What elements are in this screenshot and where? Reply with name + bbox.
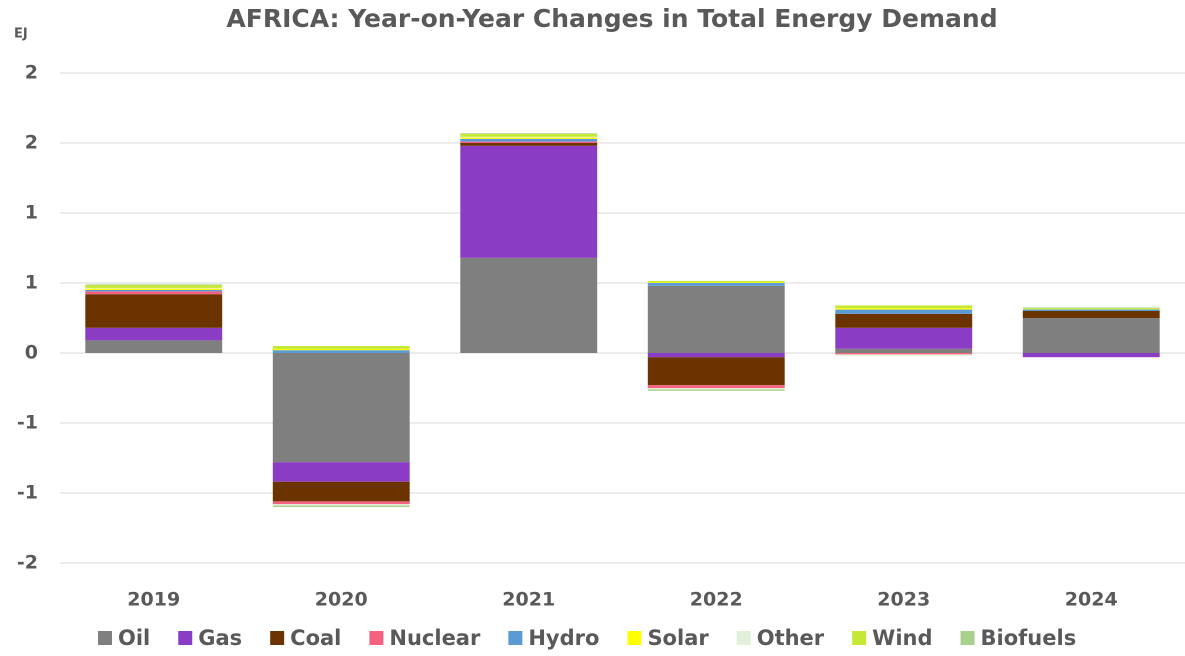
- bar-segment: [460, 145, 598, 258]
- bar-segment: [835, 308, 973, 310]
- bar-segment: [85, 340, 223, 353]
- bar-segment: [1022, 308, 1160, 310]
- bar-segment: [835, 327, 973, 349]
- bar-segment: [272, 350, 410, 353]
- bar-segment: [272, 346, 410, 349]
- y-tick-label: -1: [17, 482, 38, 504]
- bar-segment: [85, 287, 223, 289]
- bar-segment: [272, 501, 410, 505]
- chart-title: AFRICA: Year-on-Year Changes in Total En…: [226, 4, 997, 33]
- bar-segment: [460, 133, 598, 137]
- bar-segment: [460, 138, 598, 142]
- legend-label: Wind: [872, 626, 932, 650]
- bar-segment: [647, 285, 785, 353]
- bar-segment: [460, 136, 598, 138]
- bar-segment: [85, 327, 223, 341]
- bar-segment: [460, 257, 598, 353]
- bar-segment: [85, 288, 223, 290]
- x-tick-label: 2020: [315, 589, 368, 611]
- bar-segment: [835, 305, 973, 309]
- bar-segment: [272, 505, 410, 507]
- y-tick-label: -1: [17, 412, 38, 434]
- x-tick-label: 2023: [877, 589, 930, 611]
- bar-segment: [272, 481, 410, 502]
- bar-segment: [460, 143, 598, 146]
- bar-segment: [647, 282, 785, 283]
- bar-segment: [647, 353, 785, 358]
- bar-segment: [647, 388, 785, 390]
- y-axis-label: EJ: [14, 27, 28, 42]
- bar-segment: [1022, 307, 1160, 309]
- legend-label: Coal: [290, 626, 341, 650]
- y-tick-label: 0: [25, 342, 38, 364]
- bar-segment: [1022, 353, 1160, 358]
- x-tick-label: 2021: [502, 589, 555, 611]
- legend-label: Solar: [647, 626, 709, 650]
- bar-segment: [460, 141, 598, 143]
- bar-segment: [1022, 309, 1160, 311]
- bar-segment: [835, 309, 973, 314]
- legend-swatch: [270, 631, 285, 645]
- bar-segment: [647, 385, 785, 388]
- bar-segment: [835, 313, 973, 328]
- legend-swatch: [960, 631, 975, 645]
- bar-segment: [272, 504, 410, 506]
- y-tick-label: 1: [25, 272, 38, 294]
- bar-segment: [272, 353, 410, 463]
- y-tick-label: 2: [25, 62, 38, 84]
- legend-label: Other: [757, 626, 825, 650]
- legend-swatch: [852, 631, 867, 645]
- bar-segment: [85, 294, 223, 328]
- legend-swatch: [736, 631, 751, 645]
- legend-swatch: [369, 631, 384, 645]
- bar-segment: [85, 284, 223, 286]
- bar-segment: [1022, 318, 1160, 353]
- bar-segment: [647, 283, 785, 286]
- y-tick-label: -2: [17, 552, 38, 574]
- x-tick-label: 2024: [1065, 589, 1118, 611]
- legend-swatch: [178, 631, 193, 645]
- bar-segment: [835, 353, 973, 355]
- bar-segment: [647, 389, 785, 391]
- bar-segment: [85, 290, 223, 292]
- bar-segment: [835, 354, 973, 356]
- legend-label: Hydro: [528, 626, 599, 650]
- bar-segment: [272, 462, 410, 482]
- bar-segment: [647, 280, 785, 283]
- bar-segment: [460, 133, 598, 134]
- bar-segment: [460, 137, 598, 139]
- bar-segment: [272, 348, 410, 351]
- legend-swatch: [508, 631, 523, 645]
- legend-swatch: [627, 631, 642, 645]
- legend-label: Oil: [118, 626, 150, 650]
- y-tick-label: 2: [25, 132, 38, 154]
- bar-segment: [1022, 311, 1160, 318]
- x-tick-label: 2019: [127, 589, 180, 611]
- bar-segment: [647, 357, 785, 386]
- legend-label: Gas: [198, 626, 242, 650]
- x-tick-label: 2022: [690, 589, 743, 611]
- legend-label: Biofuels: [981, 626, 1077, 650]
- y-tick-label: 1: [25, 202, 38, 224]
- legend-label: Nuclear: [389, 626, 481, 650]
- bar-segment: [85, 291, 223, 295]
- bar-segment: [85, 285, 223, 288]
- legend-swatch: [98, 631, 112, 645]
- bar-segment: [835, 348, 973, 353]
